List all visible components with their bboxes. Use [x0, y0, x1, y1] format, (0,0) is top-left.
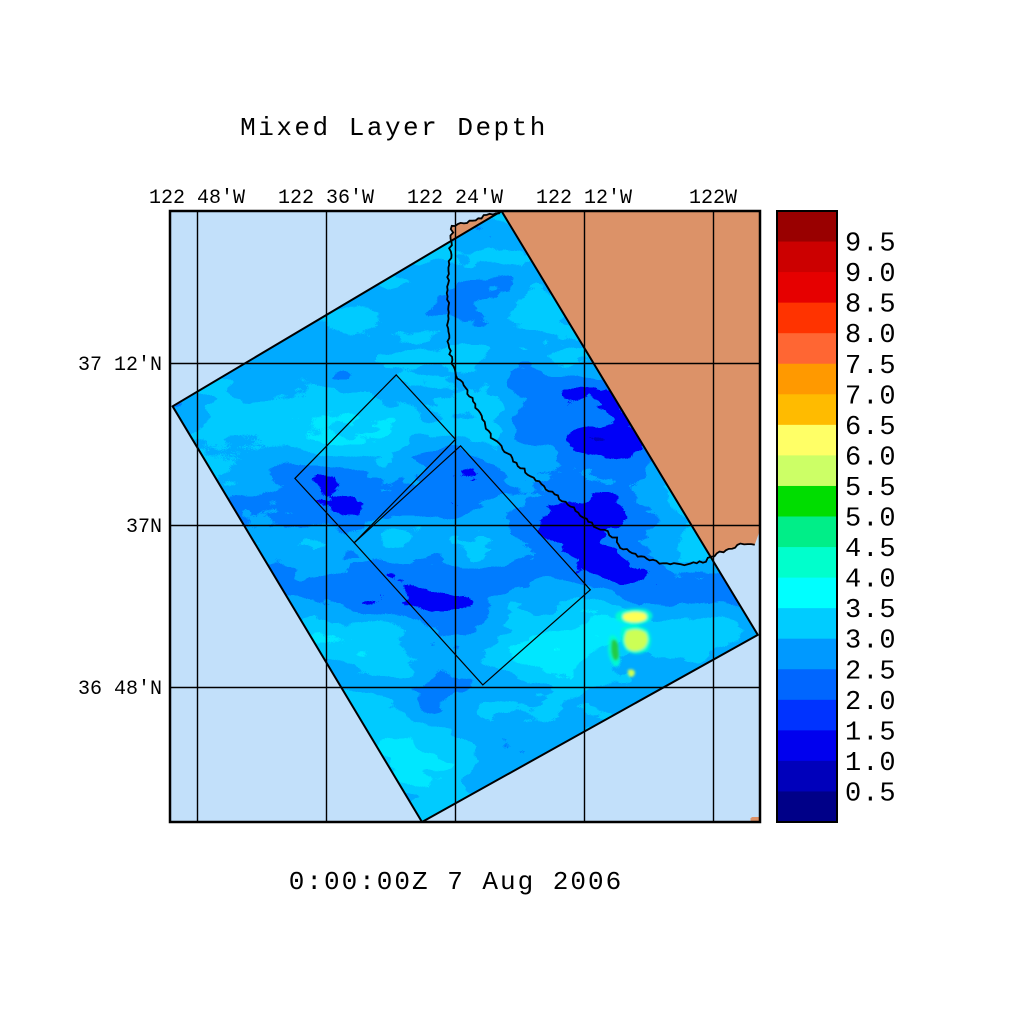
svg-text:4.0: 4.0: [845, 566, 897, 596]
svg-text:122 36'W: 122 36'W: [278, 187, 374, 210]
svg-text:1.5: 1.5: [845, 718, 897, 748]
svg-text:5.0: 5.0: [845, 505, 897, 535]
svg-text:9.5: 9.5: [845, 230, 897, 260]
svg-text:5.5: 5.5: [845, 474, 897, 504]
svg-text:36 48'N: 36 48'N: [78, 678, 162, 701]
svg-text:122W: 122W: [689, 187, 737, 210]
svg-text:122 12'W: 122 12'W: [536, 187, 632, 210]
svg-text:2.0: 2.0: [845, 688, 897, 718]
svg-text:37N: 37N: [126, 516, 162, 539]
svg-text:0:00:00Z 7 Aug 2006: 0:00:00Z 7 Aug 2006: [289, 867, 623, 897]
svg-text:122 48'W: 122 48'W: [149, 187, 245, 210]
svg-text:8.0: 8.0: [845, 321, 897, 351]
svg-text:7.5: 7.5: [845, 352, 897, 382]
svg-text:1.0: 1.0: [845, 749, 897, 779]
svg-text:3.5: 3.5: [845, 596, 897, 626]
svg-text:9.0: 9.0: [845, 260, 897, 290]
svg-text:122 24'W: 122 24'W: [407, 187, 503, 210]
svg-text:2.5: 2.5: [845, 657, 897, 687]
svg-text:3.0: 3.0: [845, 627, 897, 657]
svg-text:Mixed Layer Depth: Mixed Layer Depth: [240, 113, 548, 143]
svg-text:8.5: 8.5: [845, 291, 897, 321]
svg-text:7.0: 7.0: [845, 382, 897, 412]
svg-text:0.5: 0.5: [845, 779, 897, 809]
svg-text:37 12'N: 37 12'N: [78, 354, 162, 377]
svg-text:4.5: 4.5: [845, 535, 897, 565]
svg-text:6.5: 6.5: [845, 413, 897, 443]
svg-text:6.0: 6.0: [845, 443, 897, 473]
